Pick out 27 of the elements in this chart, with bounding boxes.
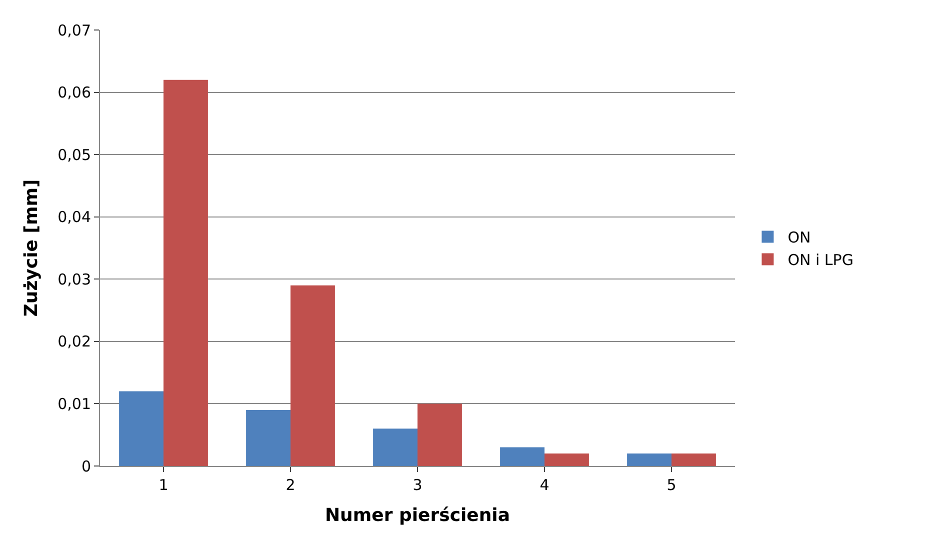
bar: [500, 447, 544, 466]
bar: [373, 428, 418, 466]
y-tick-label: 0,05: [58, 146, 91, 164]
x-tick-label: 1: [158, 476, 168, 494]
legend-label: ON i LPG: [788, 251, 854, 270]
y-axis-title: Zużycie [mm]: [20, 179, 42, 317]
y-tick-label: 0,02: [58, 332, 91, 351]
x-axis-title: Numer pierścienia: [324, 505, 510, 526]
x-tick-label: 3: [412, 476, 422, 494]
x-tick-label: 4: [540, 476, 550, 494]
bar: [164, 80, 208, 466]
x-tick-label: 2: [286, 476, 296, 494]
x-tick-label: 5: [666, 476, 676, 494]
y-tick-label: 0,07: [58, 21, 91, 40]
bar: [544, 454, 589, 466]
bar: [290, 285, 335, 466]
y-tick-label: 0,01: [58, 394, 91, 413]
bar: [418, 404, 462, 466]
legend-label: ON: [788, 228, 811, 247]
bar: [627, 454, 672, 466]
bar: [672, 454, 716, 466]
bar: [246, 410, 290, 466]
y-tick-label: 0: [81, 457, 91, 476]
bar: [119, 391, 164, 466]
y-tick-label: 0,04: [58, 208, 91, 226]
y-tick-label: 0,03: [58, 270, 91, 288]
y-tick-label: 0,06: [58, 84, 91, 102]
